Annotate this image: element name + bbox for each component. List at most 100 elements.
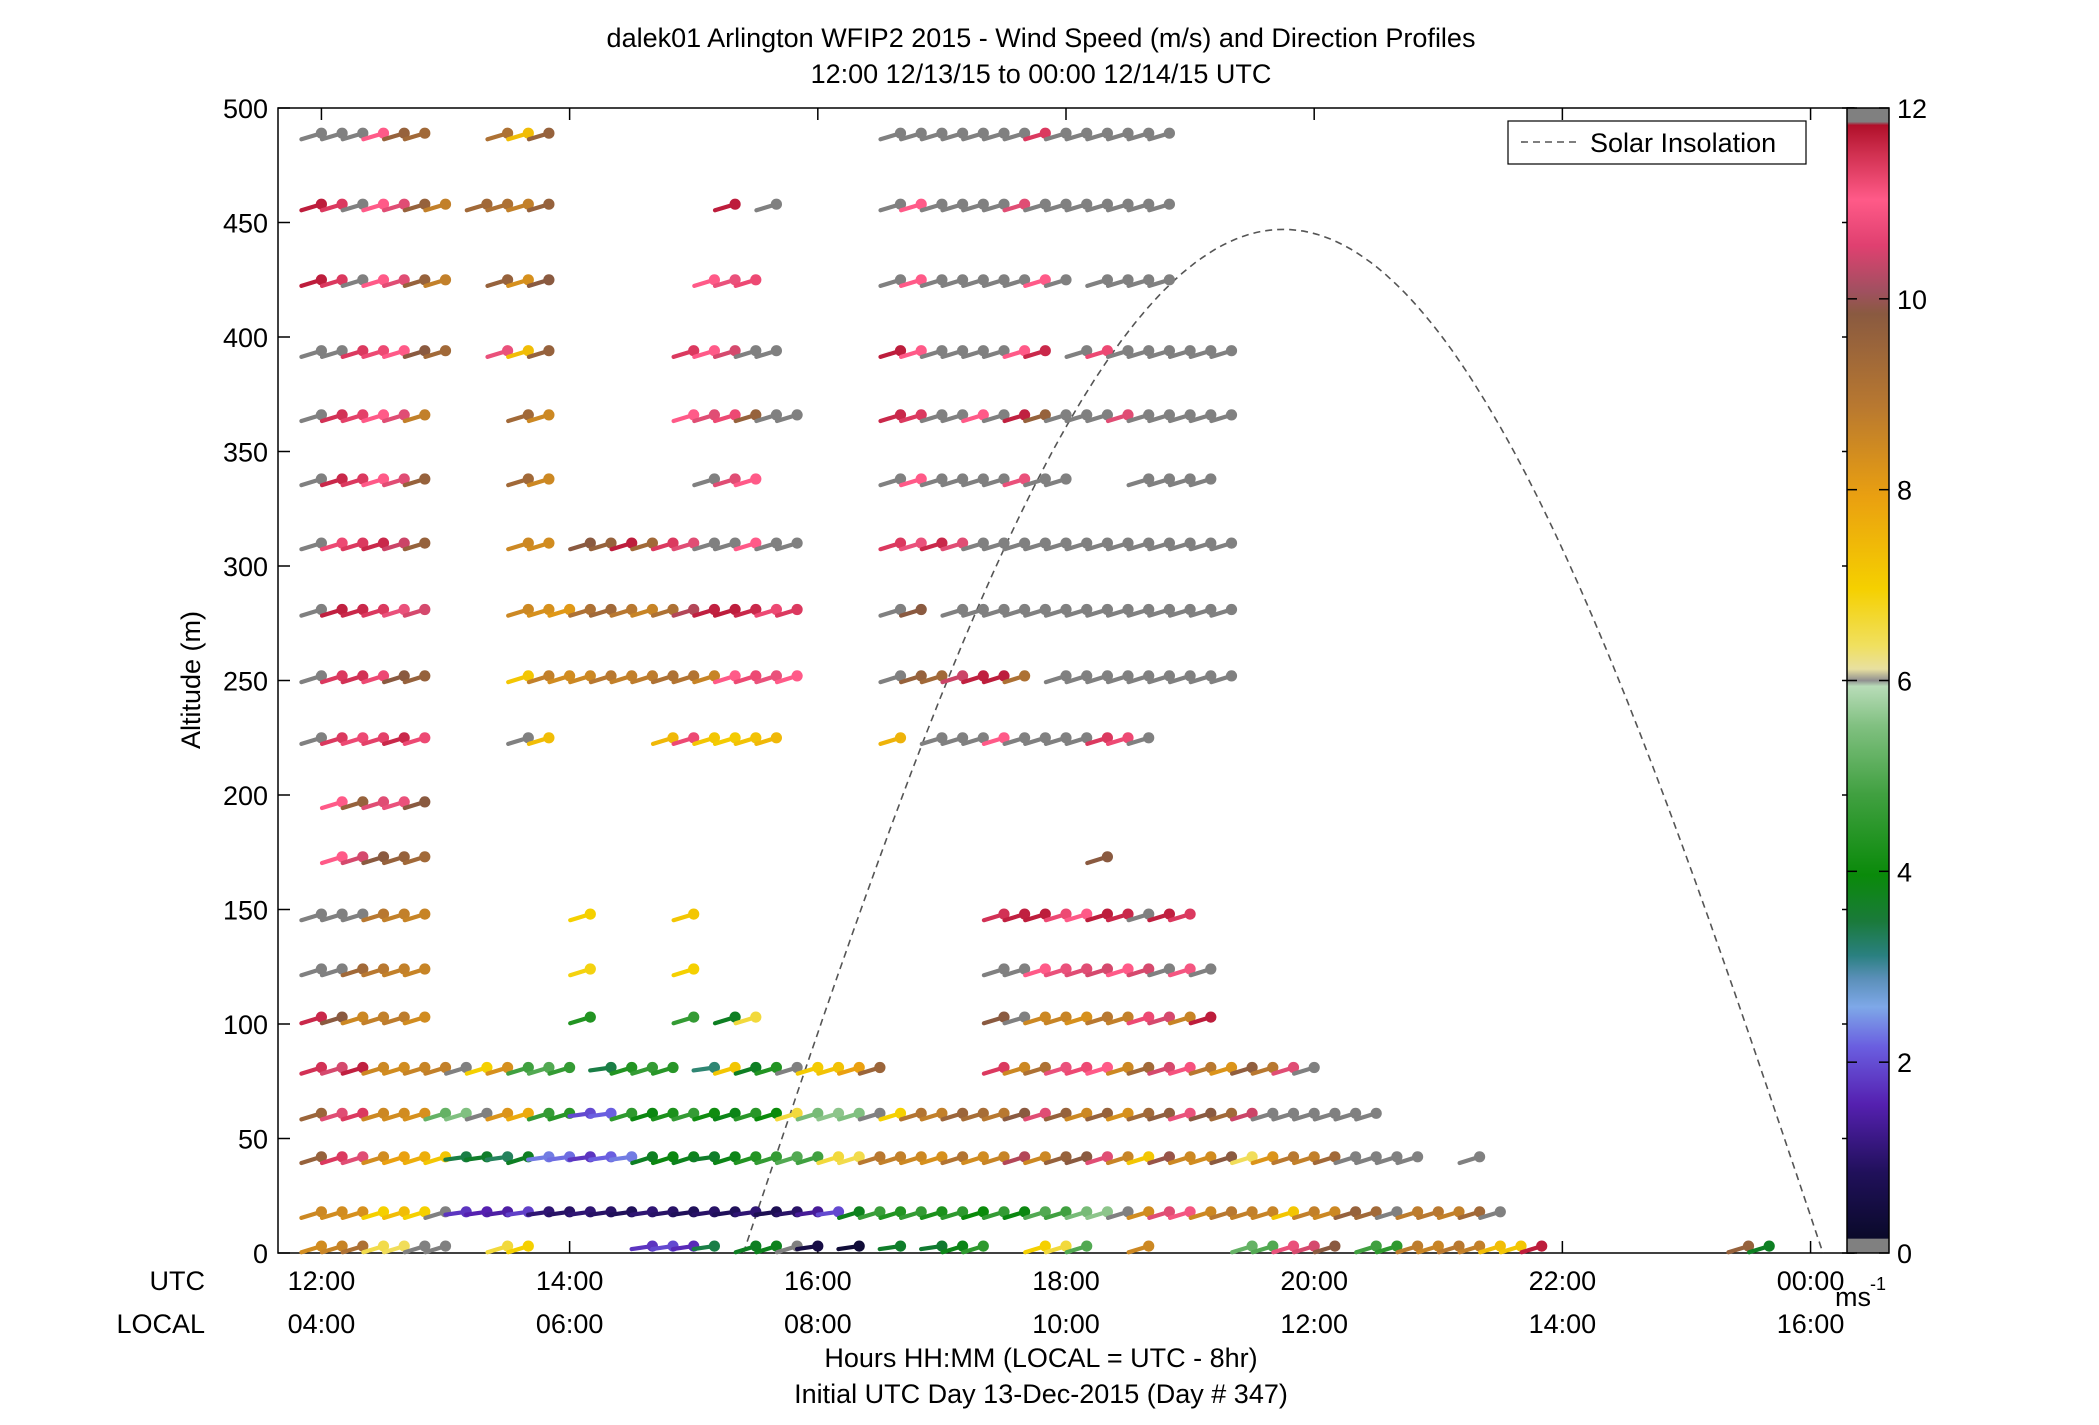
wind-barb-103m-40	[1126, 1011, 1155, 1026]
wind-barb-head	[729, 1107, 741, 1119]
wind-barb-310m-19	[692, 537, 721, 552]
wind-barb-366m-28	[878, 409, 907, 424]
wind-barb-head	[605, 1107, 617, 1119]
wind-barb-head	[874, 1061, 886, 1074]
wind-barb-103m-36	[1043, 1011, 1072, 1026]
wind-barb-head	[543, 409, 555, 421]
wind-barb-head	[1081, 908, 1093, 920]
wind-barb-head	[419, 274, 431, 286]
wind-barb-3m-49	[1312, 1240, 1341, 1255]
wind-barb-61m-38	[1085, 1107, 1113, 1122]
wind-barb-head	[1205, 670, 1217, 682]
wind-barb-425m-11	[526, 274, 555, 288]
wind-barb-489m-28	[878, 127, 907, 142]
wind-barb-head	[1039, 198, 1051, 210]
wind-barb-425m-28	[878, 274, 907, 288]
wind-barb-489m-36	[1043, 127, 1072, 142]
wind-barb-281m-33	[981, 603, 1010, 618]
wind-barb-148m-1	[319, 908, 348, 923]
wind-barb-head	[998, 1011, 1010, 1023]
wind-barb-81m-2	[340, 1061, 369, 1076]
wind-barb-head	[1019, 1107, 1031, 1119]
wind-barb-head	[957, 274, 969, 286]
wind-barb-281m-32	[961, 603, 989, 618]
wind-barb-42m-38	[1085, 1151, 1113, 1166]
wind-barb-head	[936, 473, 948, 485]
wind-barb-394m-31	[940, 345, 969, 359]
wind-barb-366m-34	[1002, 409, 1031, 424]
wind-barb-81m-42	[1167, 1061, 1196, 1076]
wind-barb-489m-34	[1002, 127, 1031, 142]
wind-barb-489m-3	[361, 127, 390, 142]
wind-barb-head	[750, 409, 762, 421]
wind-barb-394m-32	[961, 345, 989, 359]
wind-barb-head	[708, 274, 721, 286]
wind-barb-394m-40	[1126, 345, 1155, 359]
wind-barb-338m-33	[981, 473, 1010, 488]
wind-barb-81m-17	[650, 1061, 679, 1076]
wind-barb-head	[336, 1011, 348, 1023]
colorbar-tick-label-10: 10	[1897, 285, 1927, 315]
wind-barb-head	[750, 537, 762, 549]
wind-barb-head	[915, 603, 927, 616]
wind-barb-head	[1039, 274, 1051, 286]
wind-barb-head	[336, 473, 348, 485]
colorbar-tick-label-4: 4	[1897, 857, 1912, 887]
wind-barb-281m-40	[1126, 603, 1155, 618]
wind-barb-18m-54	[1416, 1206, 1444, 1221]
wind-barb-281m-15	[609, 603, 638, 618]
wind-barb-head	[419, 127, 431, 139]
wind-barb-61m-46	[1250, 1107, 1279, 1122]
wind-barb-head	[626, 537, 638, 549]
wind-barb-458m-33	[981, 198, 1010, 213]
wind-barb-head	[1163, 908, 1175, 920]
wind-barb-head	[688, 1011, 700, 1023]
wind-barb-3m-52	[1374, 1240, 1403, 1255]
wind-barb-head	[522, 409, 534, 421]
wind-barb-148m-42	[1167, 908, 1196, 923]
wind-barb-head	[1143, 732, 1155, 744]
wind-barb-148m-34	[1002, 908, 1031, 923]
wind-barb-head	[1412, 1240, 1424, 1252]
wind-barb-281m-39	[1105, 603, 1134, 618]
wind-barb-3m-48	[1291, 1240, 1320, 1255]
wind-barb-head	[1494, 1206, 1506, 1218]
wind-barb-42m-45	[1229, 1151, 1258, 1166]
wind-barb-head	[419, 732, 431, 744]
wind-barb-81m-48	[1291, 1061, 1320, 1076]
wind-barb-head	[936, 1107, 948, 1119]
wind-barb-head	[605, 670, 617, 682]
wind-barb-42m-44	[1209, 1151, 1238, 1166]
wind-barb-81m-27	[857, 1061, 886, 1076]
wind-barb-head	[1329, 1107, 1341, 1119]
x-tick-label-utc-3: 18:00	[1032, 1266, 1100, 1296]
wind-barb-head	[1742, 1240, 1755, 1252]
wind-barb-head	[1101, 1061, 1113, 1074]
wind-barb-head	[543, 345, 555, 357]
wind-barb-425m-33	[981, 274, 1010, 288]
wind-barb-425m-38	[1085, 274, 1113, 288]
wind-barb-head	[1391, 1206, 1403, 1218]
wind-barb-425m-30	[919, 274, 948, 288]
wind-barb-61m-7	[444, 1107, 472, 1122]
wind-barb-42m-1	[319, 1151, 348, 1166]
wind-barb-338m-2	[340, 473, 369, 488]
wind-barb-458m-32	[961, 198, 989, 213]
wind-barb-3m-9	[485, 1240, 514, 1255]
wind-barb-310m-2	[340, 537, 369, 552]
wind-barb-366m-18	[671, 409, 700, 424]
wind-barb-148m-4	[382, 908, 410, 923]
wind-barb-225m-39	[1105, 732, 1134, 747]
wind-barb-head	[1474, 1206, 1486, 1218]
wind-barb-425m-41	[1147, 274, 1175, 288]
wind-barb-head	[708, 1151, 721, 1163]
wind-barb-head	[1081, 1240, 1093, 1252]
wind-barb-18m-40	[1126, 1206, 1155, 1221]
wind-barb-366m-22	[754, 409, 783, 424]
wind-barb-head	[1391, 1151, 1403, 1163]
wind-barb-head	[357, 1011, 369, 1023]
wind-barb-394m-39	[1105, 345, 1134, 359]
wind-barb-head	[957, 670, 969, 682]
wind-barb-366m-32	[961, 409, 989, 424]
wind-barb-head	[853, 1107, 865, 1119]
